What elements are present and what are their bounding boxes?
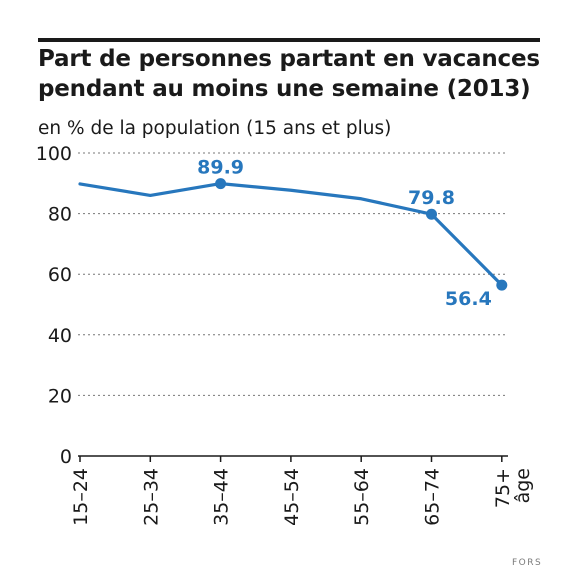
labels: 89.9 79.8 56.4 (197, 157, 492, 311)
chart-title: Part de personnes partant en vacances pe… (38, 44, 548, 104)
y-tick-label-0: 0 (60, 446, 72, 468)
data-label-5: 79.8 (408, 187, 455, 209)
x-tick-label-6: 75+ (492, 468, 514, 508)
y-tick-label-60: 60 (48, 264, 72, 286)
x-tick-label-0: 15–24 (70, 468, 92, 526)
data-label-6: 56.4 (445, 288, 492, 310)
x-tick-label-3: 45–54 (281, 468, 303, 526)
y-tick-label-20: 20 (48, 385, 72, 407)
y-tick-label-80: 80 (48, 204, 72, 226)
y-tick-label-100: 100 (36, 143, 72, 165)
title-rule (38, 38, 540, 42)
chart-subtitle: en % de la population (15 ans et plus) (38, 118, 392, 139)
x-tick-label-5: 65–74 (422, 468, 444, 526)
axes: 0 20 40 60 80 100 15–24 25–34 35–44 45–54 55–64 65–… (36, 143, 534, 526)
data-marker-6 (496, 279, 508, 291)
data-marker-2 (215, 178, 227, 190)
gridlines (78, 152, 508, 396)
data-label-2: 89.9 (197, 157, 244, 179)
x-tick-label-2: 35–44 (211, 468, 233, 526)
series (78, 178, 508, 291)
x-tick-label-1: 25–34 (140, 468, 162, 526)
chart-title-line-1: Part de personnes partant en vacances (38, 46, 540, 72)
source-logo: FORS (512, 558, 543, 568)
y-tick-label-40: 40 (48, 325, 72, 347)
chart-title-line-2: pendant au moins une semaine (2013) (38, 76, 531, 102)
data-marker-5 (426, 208, 437, 220)
x-tick-label-4: 55–64 (351, 468, 373, 526)
x-axis-label: âge (512, 468, 534, 503)
